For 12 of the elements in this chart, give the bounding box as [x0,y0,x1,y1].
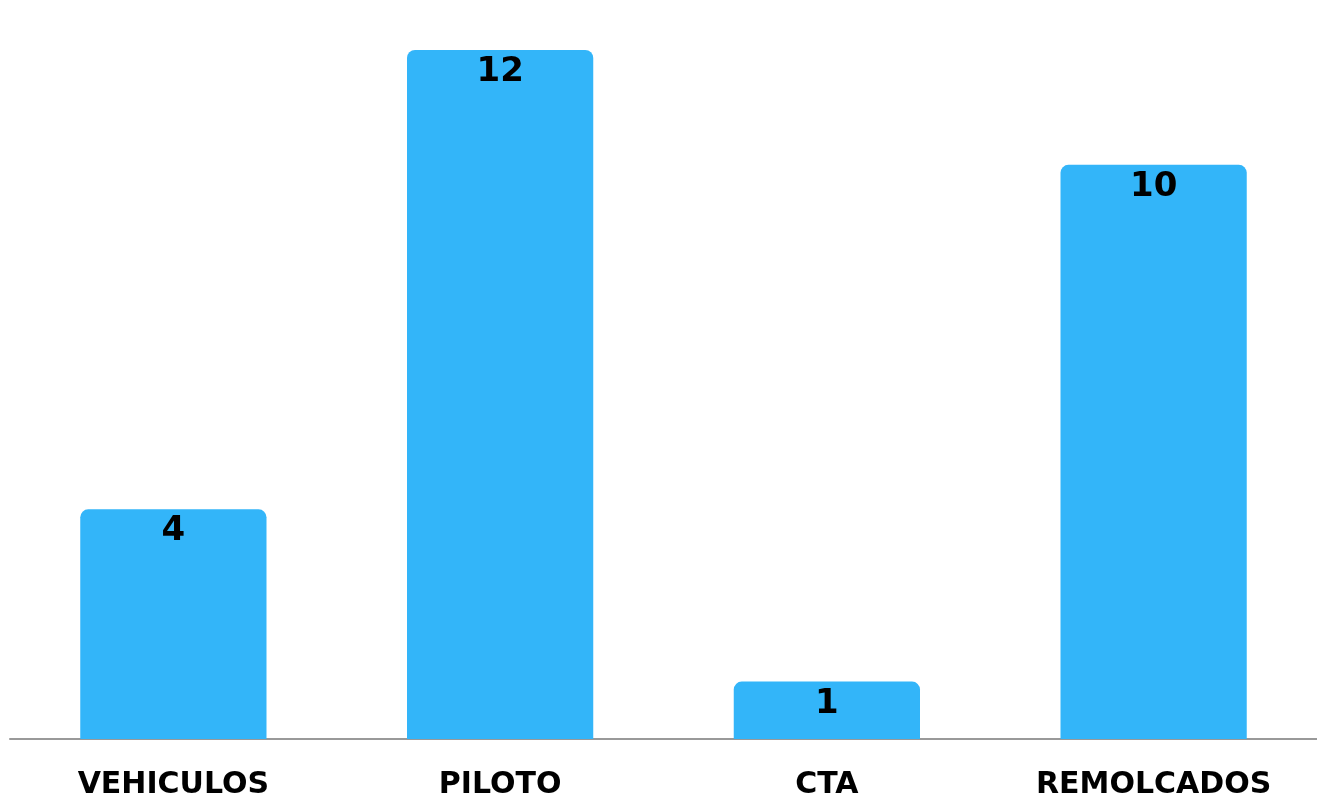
bar [733,681,920,739]
bar [1060,164,1247,739]
data-label: 4 [161,508,186,549]
x-tick-label: PILOTO [438,764,562,799]
data-label: 12 [476,49,524,89]
x-tick-label: VEHICULOS [77,764,270,799]
x-tick-label: REMOLCADOS [1035,764,1272,799]
data-label: 1 [815,680,839,721]
bar [407,50,594,739]
x-tick-label: CTA [795,764,860,799]
data-label: 10 [1129,163,1178,204]
bar [80,509,267,739]
